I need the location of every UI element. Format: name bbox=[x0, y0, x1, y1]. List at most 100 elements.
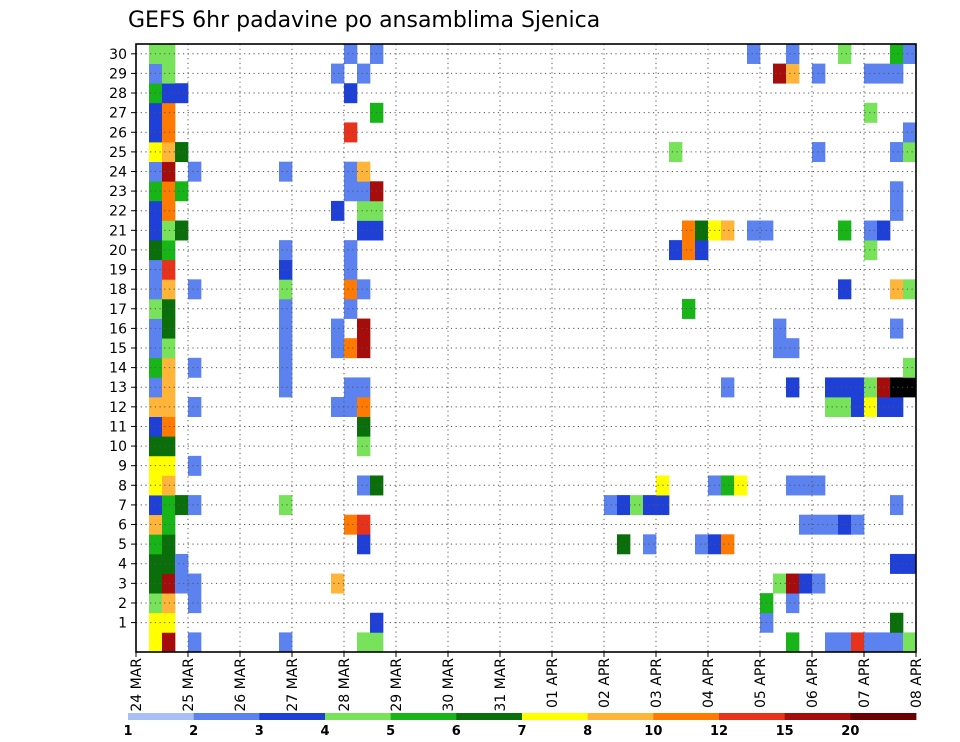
heatmap-cell bbox=[903, 357, 917, 378]
colorbar-label: 1 bbox=[123, 724, 132, 739]
heatmap-cell bbox=[162, 122, 176, 143]
heatmap-cell bbox=[344, 298, 358, 319]
heatmap-cell bbox=[188, 495, 202, 516]
heatmap-cell bbox=[279, 338, 293, 359]
heatmap-cell bbox=[721, 377, 735, 398]
heatmap-cell bbox=[175, 220, 189, 241]
heatmap-cell bbox=[162, 593, 176, 614]
heatmap-cell bbox=[175, 495, 189, 516]
heatmap-cell bbox=[890, 279, 904, 300]
y-tick-label: 9 bbox=[118, 459, 127, 475]
heatmap-cell bbox=[903, 122, 917, 143]
heatmap-cell bbox=[149, 632, 163, 653]
colorbar-label: 12 bbox=[710, 724, 728, 739]
heatmap-cell bbox=[162, 377, 176, 398]
colorbar-label: 2 bbox=[189, 724, 198, 739]
x-tick-label: 27 MAR bbox=[285, 658, 301, 712]
heatmap-cell bbox=[279, 279, 293, 300]
heatmap-cell bbox=[162, 279, 176, 300]
heatmap-cell bbox=[643, 495, 657, 516]
heatmap-cell bbox=[799, 475, 813, 496]
heatmap-cell bbox=[162, 534, 176, 555]
heatmap-cell bbox=[357, 318, 371, 339]
y-tick-label: 13 bbox=[109, 380, 127, 396]
x-axis-ticks: 24 MAR 25 MAR 26 MAR 27 MAR 28 MAR 29 MAR 30 M… bbox=[129, 652, 925, 712]
heatmap-cell bbox=[864, 377, 878, 398]
heatmap-cell bbox=[786, 573, 800, 594]
heatmap-cell bbox=[890, 63, 904, 84]
y-tick-label: 20 bbox=[109, 243, 127, 259]
heatmap-cell bbox=[344, 181, 358, 202]
colorbar-label: 5 bbox=[386, 724, 395, 739]
y-tick-label: 30 bbox=[109, 47, 127, 63]
heatmap-cell bbox=[799, 514, 813, 535]
heatmap-cell bbox=[357, 181, 371, 202]
heatmap-cell bbox=[630, 495, 644, 516]
y-tick-label: 7 bbox=[118, 498, 127, 514]
heatmap-cell bbox=[162, 632, 176, 653]
y-tick-label: 15 bbox=[109, 341, 127, 357]
heatmap-cell bbox=[773, 63, 787, 84]
heatmap-cell bbox=[162, 553, 176, 574]
y-tick-label: 3 bbox=[118, 576, 127, 592]
y-tick-label: 22 bbox=[109, 204, 127, 220]
heatmap-cell bbox=[175, 553, 189, 574]
x-tick-label: 05 APR bbox=[753, 658, 769, 708]
x-tick-label: 01 APR bbox=[545, 658, 561, 708]
heatmap-cell bbox=[838, 377, 852, 398]
heatmap-cell bbox=[331, 318, 345, 339]
heatmap-cell bbox=[162, 475, 176, 496]
heatmap-cell bbox=[786, 44, 800, 64]
heatmap-cell bbox=[890, 318, 904, 339]
heatmap-cell bbox=[162, 318, 176, 339]
heatmap-cell bbox=[851, 632, 865, 653]
x-tick-label: 07 APR bbox=[857, 658, 873, 708]
heatmap-cell bbox=[357, 475, 371, 496]
colorbar-swatch bbox=[850, 713, 917, 720]
heatmap-cell bbox=[162, 220, 176, 241]
heatmap-cell bbox=[357, 200, 371, 221]
x-tick-label: 29 MAR bbox=[389, 658, 405, 712]
heatmap-cell bbox=[162, 573, 176, 594]
heatmap-cell bbox=[279, 632, 293, 653]
heatmap-cell bbox=[370, 632, 384, 653]
colorbar-label: 4 bbox=[320, 724, 329, 739]
heatmap-cell bbox=[682, 240, 696, 261]
heatmap-cell bbox=[643, 534, 657, 555]
heatmap-cell bbox=[890, 612, 904, 633]
colorbar-swatch bbox=[719, 713, 786, 720]
heatmap-cell bbox=[747, 220, 761, 241]
heatmap-cell bbox=[344, 240, 358, 261]
heatmap-cell bbox=[786, 338, 800, 359]
heatmap-cell bbox=[799, 573, 813, 594]
heatmap-cell bbox=[357, 534, 371, 555]
heatmap-cell bbox=[890, 142, 904, 163]
y-tick-label: 27 bbox=[109, 106, 127, 122]
heatmap-cell bbox=[695, 534, 709, 555]
colorbar-swatch bbox=[259, 713, 326, 720]
y-tick-label: 18 bbox=[109, 282, 127, 298]
heatmap-cell bbox=[344, 44, 358, 64]
y-tick-label: 24 bbox=[109, 164, 127, 180]
heatmap-cell bbox=[175, 83, 189, 104]
heatmap-cell bbox=[279, 377, 293, 398]
heatmap-cell bbox=[890, 553, 904, 574]
colorbar-label: 3 bbox=[255, 724, 264, 739]
heatmap-cell bbox=[162, 83, 176, 104]
heatmap-cell bbox=[747, 44, 761, 64]
heatmap-cell bbox=[357, 338, 371, 359]
heatmap-cell bbox=[162, 612, 176, 633]
heatmap-cell bbox=[331, 573, 345, 594]
heatmap-cell bbox=[851, 377, 865, 398]
heatmap-cell bbox=[617, 534, 631, 555]
colorbar-swatch bbox=[522, 713, 589, 720]
heatmap-cell bbox=[903, 377, 917, 398]
heatmap-cell bbox=[331, 200, 345, 221]
heatmap-cell bbox=[786, 593, 800, 614]
heatmap-cell bbox=[162, 102, 176, 123]
y-tick-label: 8 bbox=[118, 478, 127, 494]
colorbar: 1 2 3 4 5 6 7 8 10 12 15 20 bbox=[123, 713, 917, 739]
heatmap-cell bbox=[773, 338, 787, 359]
x-tick-label: 24 MAR bbox=[129, 658, 145, 712]
heatmap-cell bbox=[344, 122, 358, 143]
